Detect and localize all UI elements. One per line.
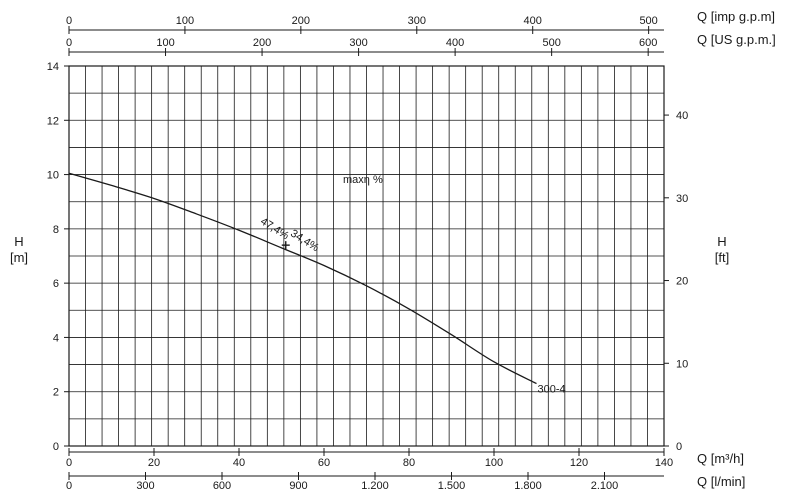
bep-marker — [281, 241, 290, 250]
right-axis-label-unit: [ft] — [715, 250, 729, 265]
left-axis-label-unit: [m] — [10, 250, 28, 265]
bottom-1-tick-label: 0 — [66, 457, 72, 469]
bottom-2-tick-label: 900 — [289, 480, 307, 492]
bottom-2-tick-label: 0 — [66, 480, 72, 492]
grid-lines — [69, 66, 664, 446]
top-axis-1-label: Q [imp g.p.m] — [697, 9, 775, 24]
top-axis-2-label: Q [US g.p.m.] — [697, 32, 776, 47]
right-tick-label: 40 — [676, 110, 688, 122]
bottom-1-tick-label: 100 — [485, 457, 503, 469]
top-1-tick-label: 500 — [639, 15, 657, 27]
bottom-2-tick-label: 1.500 — [438, 480, 466, 492]
efficiency-label-right: 34,4% — [288, 228, 321, 255]
top-2-tick-label: 400 — [446, 37, 464, 49]
left-tick-label: 4 — [53, 332, 59, 344]
bottom-2-tick-label: 300 — [136, 480, 154, 492]
right-tick-label: 20 — [676, 276, 688, 288]
top-2-tick-label: 500 — [542, 37, 560, 49]
bottom-2-tick-label: 2.100 — [591, 480, 619, 492]
bottom-axis-1-label: Q [m³/h] — [697, 451, 744, 466]
bottom-1-tick-label: 20 — [148, 457, 160, 469]
top-1-tick-label: 0 — [66, 15, 72, 27]
bottom-2-tick-label: 600 — [213, 480, 231, 492]
right-tick-label: 0 — [676, 441, 682, 453]
bottom-1-tick-label: 120 — [570, 457, 588, 469]
bottom-1-tick-label: 140 — [655, 457, 673, 469]
top-2-tick-label: 600 — [639, 37, 657, 49]
right-tick-label: 10 — [676, 358, 688, 370]
top-1-tick-label: 100 — [176, 15, 194, 27]
left-tick-label: 12 — [47, 115, 59, 127]
top-2-tick-label: 300 — [349, 37, 367, 49]
left-tick-label: 0 — [53, 441, 59, 453]
bottom-1-tick-label: 60 — [318, 457, 330, 469]
series-line-300-4 — [68, 172, 537, 385]
top-1-tick-label: 400 — [524, 15, 542, 27]
top-2-tick-label: 100 — [156, 37, 174, 49]
plot-frame — [68, 65, 665, 447]
top-1-tick-label: 300 — [408, 15, 426, 27]
right-axis-label-h: H — [717, 234, 726, 249]
left-axis: 0 2 4 6 8 10 12 14 — [47, 61, 69, 453]
left-tick-label: 14 — [47, 61, 59, 73]
right-tick-label: 30 — [676, 193, 688, 205]
left-tick-label: 10 — [47, 170, 59, 182]
max-efficiency-label: maxη % — [343, 174, 383, 186]
left-tick-label: 2 — [53, 387, 59, 399]
right-axis: 0 10 20 30 40 — [664, 110, 688, 453]
series-label: 300-4 — [538, 384, 566, 396]
left-tick-label: 6 — [53, 278, 59, 290]
bottom-axis-2-label: Q [l/min] — [697, 474, 745, 489]
left-tick-label: 8 — [53, 224, 59, 236]
bottom-1-tick-label: 80 — [403, 457, 415, 469]
top-2-tick-label: 0 — [66, 37, 72, 49]
bottom-axes: 0 20 40 60 80 100 120 140 0 300 600 900 1.200 1.500 1.… — [66, 448, 673, 492]
bottom-2-tick-label: 1.800 — [514, 480, 542, 492]
bottom-1-tick-label: 40 — [233, 457, 245, 469]
left-axis-label-h: H — [14, 234, 23, 249]
bottom-2-tick-label: 1.200 — [361, 480, 389, 492]
top-1-tick-label: 200 — [292, 15, 310, 27]
top-2-tick-label: 200 — [253, 37, 271, 49]
